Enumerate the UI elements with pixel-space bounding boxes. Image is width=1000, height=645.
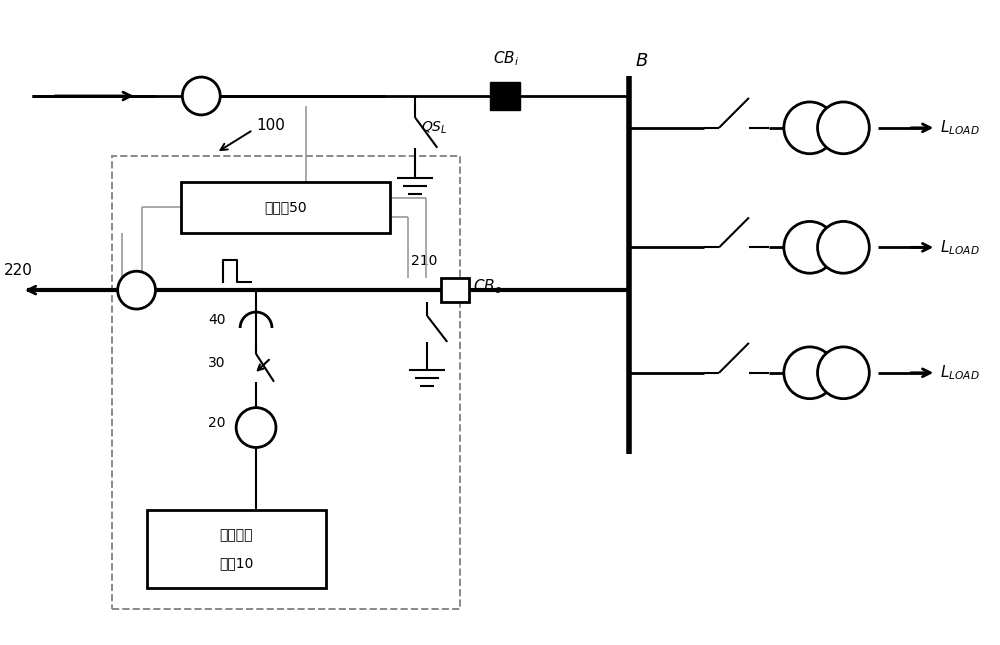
Bar [112, 155, 460, 609]
Text: $CB_o$: $CB_o$ [473, 277, 502, 295]
Text: $L_{LOAD}$: $L_{LOAD}$ [940, 119, 980, 137]
Circle shape [818, 221, 869, 273]
Bar [490, 82, 520, 110]
Text: 低压储能: 低压储能 [219, 528, 253, 542]
Circle shape [182, 77, 220, 115]
Text: 装置10: 装置10 [219, 556, 253, 570]
Circle shape [818, 347, 869, 399]
Circle shape [784, 102, 836, 154]
Text: 210: 210 [411, 254, 438, 268]
Circle shape [236, 408, 276, 448]
Circle shape [784, 221, 836, 273]
Text: $L_{LOAD}$: $L_{LOAD}$ [940, 363, 980, 382]
Text: 30: 30 [208, 356, 226, 370]
Text: 20: 20 [208, 415, 226, 430]
Text: $QS_L$: $QS_L$ [421, 120, 448, 136]
Text: 220: 220 [4, 263, 33, 278]
Text: $B$: $B$ [635, 52, 649, 70]
Circle shape [118, 271, 155, 309]
Circle shape [818, 102, 869, 154]
Circle shape [784, 347, 836, 399]
Text: 100: 100 [256, 118, 285, 134]
Bar [181, 182, 390, 233]
Text: 控制器50: 控制器50 [265, 201, 307, 215]
Text: 40: 40 [208, 313, 226, 327]
Bar [441, 278, 469, 302]
Text: $CB_i$: $CB_i$ [493, 50, 519, 68]
Bar [147, 510, 326, 588]
Text: $L_{LOAD}$: $L_{LOAD}$ [940, 238, 980, 257]
